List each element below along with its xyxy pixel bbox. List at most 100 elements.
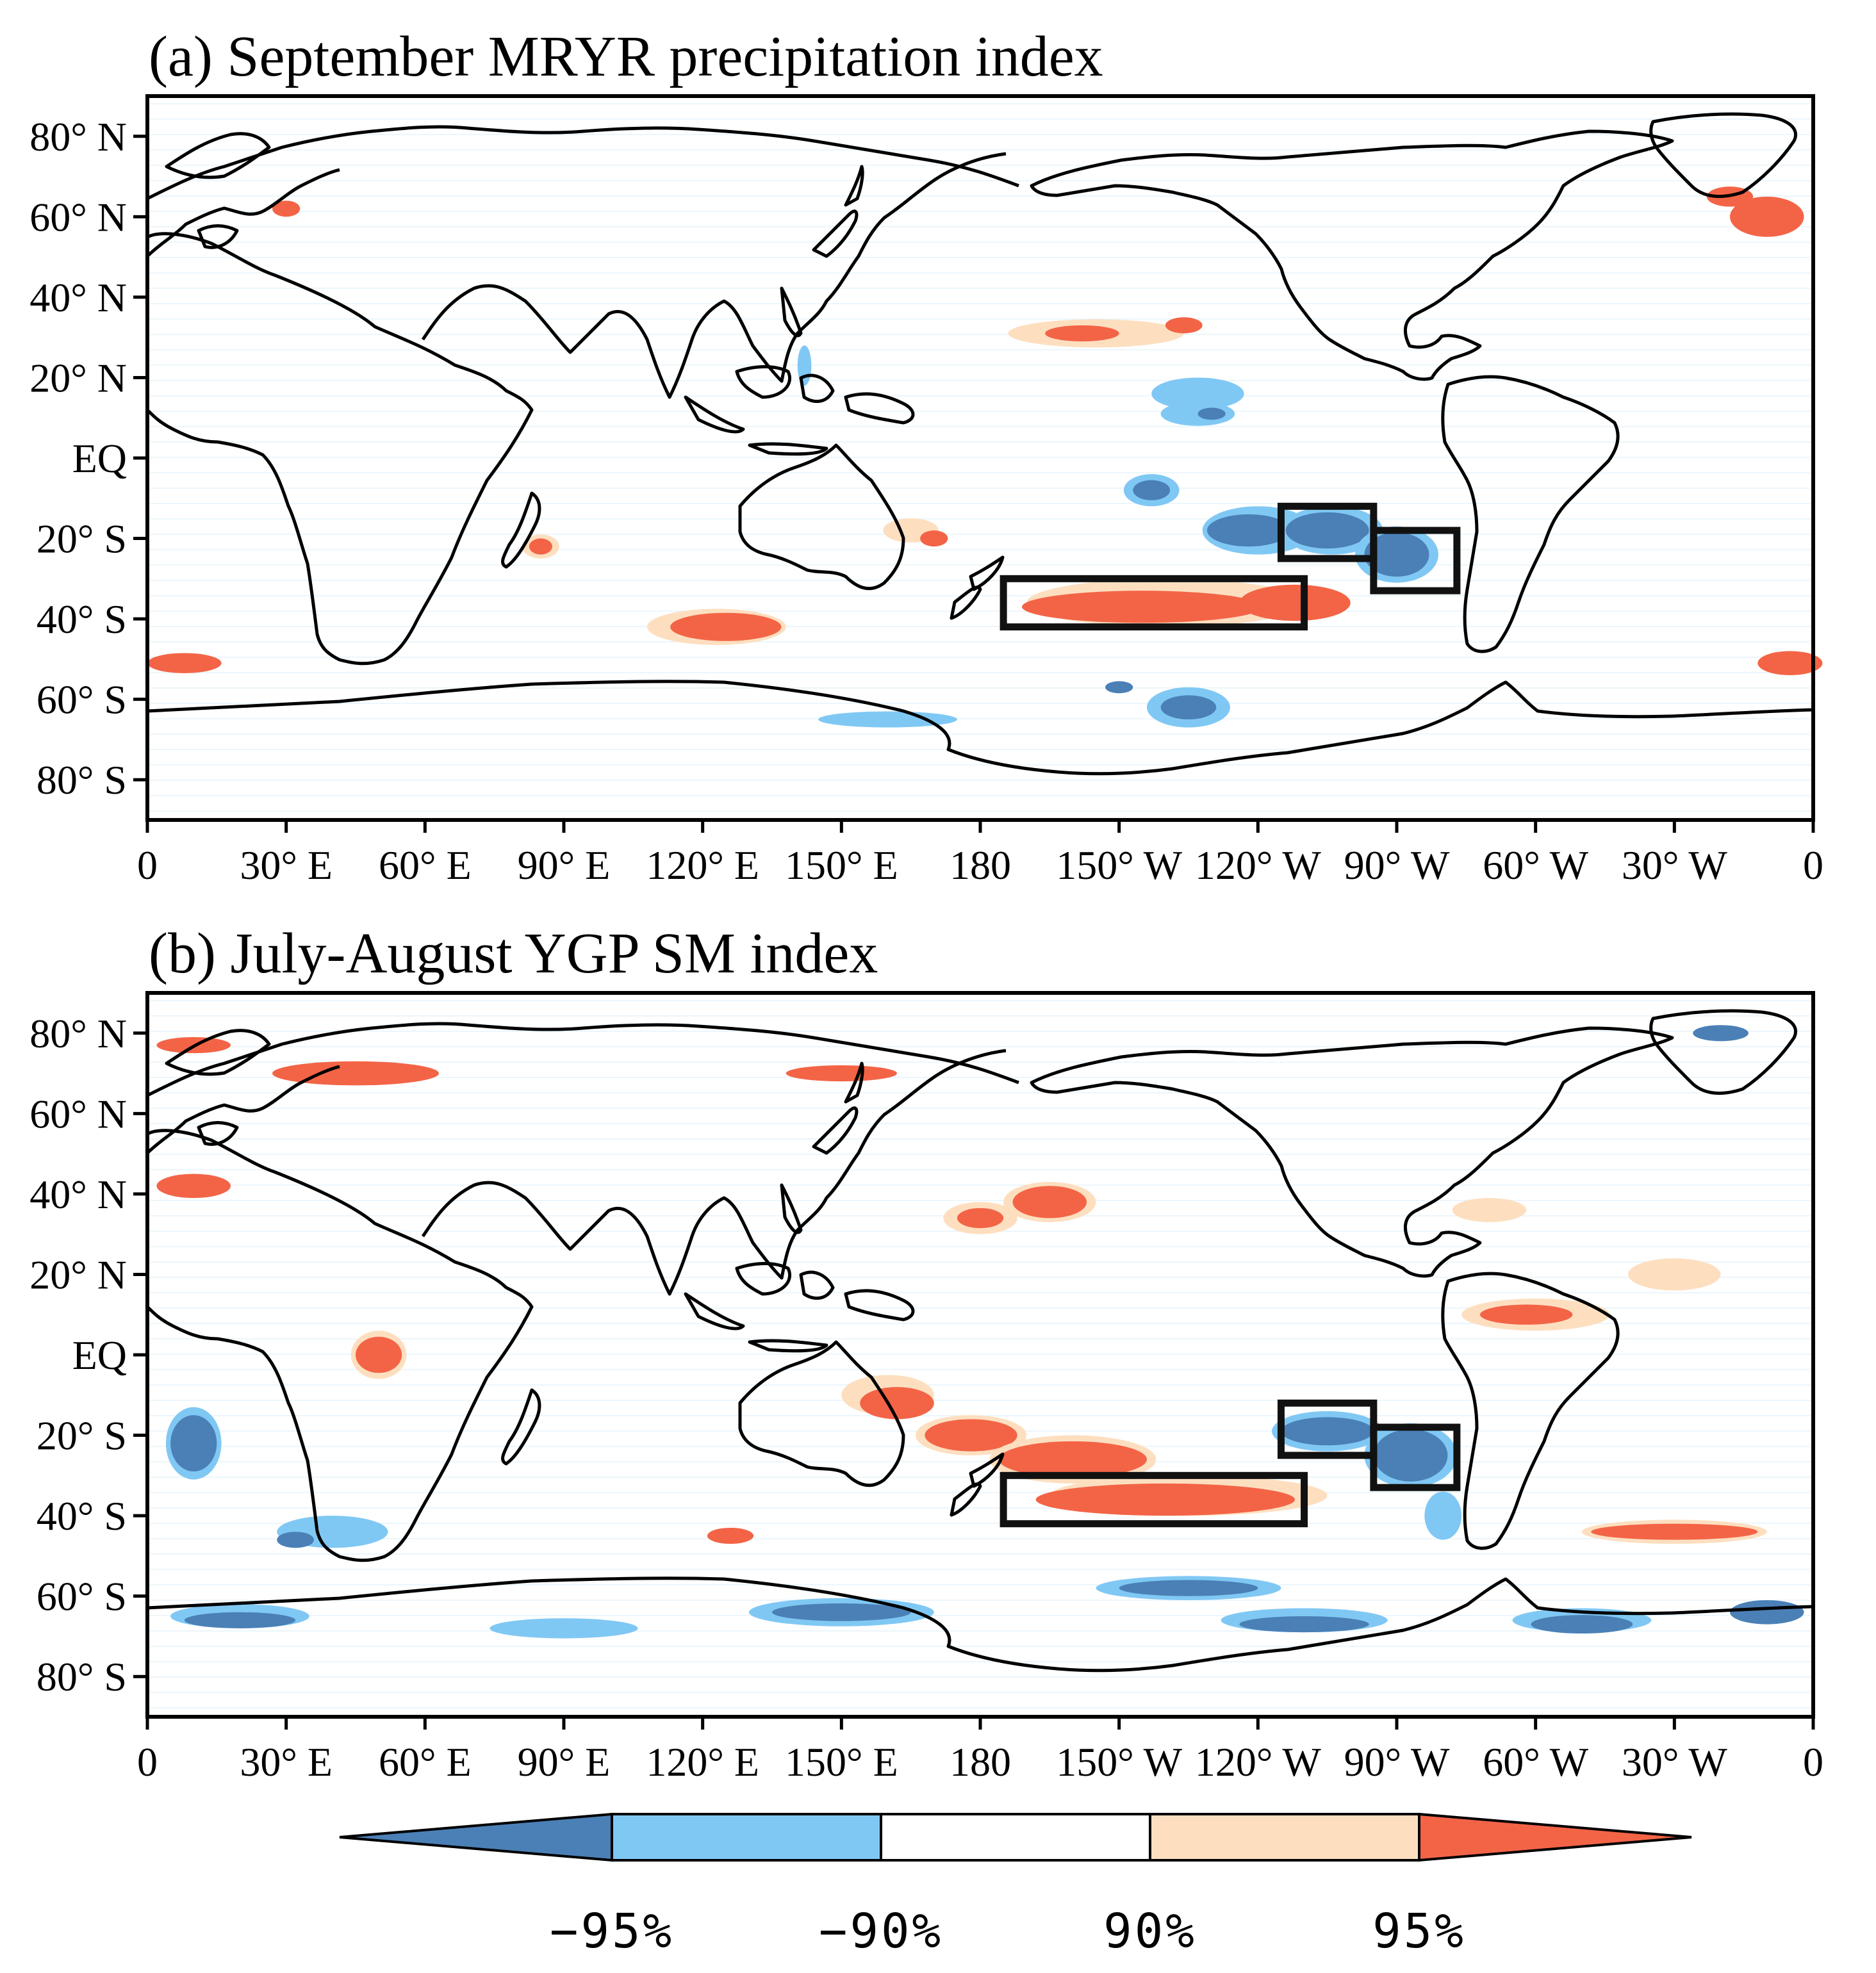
colorbar-segment-negative	[611, 1813, 882, 1862]
lat-tick-label: 60° N	[29, 1091, 127, 1136]
significance-patch-negative	[1730, 1600, 1804, 1625]
significance-patch-positive	[529, 538, 552, 555]
significance-patch-positive	[920, 530, 948, 547]
significance-patch-negative	[170, 1415, 217, 1472]
significance-patch-negative	[490, 1618, 638, 1639]
lon-tick-label: 30° E	[240, 1739, 333, 1785]
significance-patch-negative	[1160, 695, 1217, 720]
significance-patch-positive	[1035, 1483, 1296, 1516]
lon-tick-label: 60° W	[1483, 1739, 1588, 1785]
significance-patch-positive	[1045, 325, 1119, 341]
colorbar-label-neg95: −95%	[550, 1904, 674, 1959]
significance-patch-negative	[1197, 407, 1226, 420]
significance-patch-positive	[957, 1208, 1004, 1229]
lon-tick-label: 120° W	[1195, 1739, 1321, 1785]
lat-tick-label: 60° N	[29, 194, 127, 240]
significance-patch-negative	[1160, 402, 1235, 426]
colorbar-label-pos95: 95%	[1372, 1904, 1466, 1959]
significance-patch-positive	[1452, 1198, 1527, 1222]
lon-tick-label: 120° E	[646, 842, 759, 888]
significance-patch-negative	[1133, 480, 1171, 500]
significance-patch-positive	[860, 1387, 934, 1420]
lon-tick-label: 60° W	[1483, 842, 1588, 888]
index-region-box	[1370, 1423, 1461, 1491]
index-region-box	[1000, 575, 1308, 631]
lon-tick-label: 150° W	[1056, 842, 1182, 888]
colorbar-segment-positive	[1149, 1813, 1420, 1862]
significance-patch-negative	[1281, 1417, 1374, 1446]
panel-a-title: (a) September MRYR precipitation index	[149, 25, 1103, 88]
significance-patch-positive	[1022, 591, 1263, 623]
lon-tick-label: 150° W	[1056, 1739, 1182, 1785]
lon-tick-label: 90° W	[1344, 1739, 1450, 1785]
significance-patch-negative	[1119, 1580, 1258, 1596]
lon-tick-label: 90° E	[518, 1739, 611, 1785]
lon-tick-label: 30° W	[1622, 1739, 1727, 1785]
lat-tick-label: 20° N	[29, 355, 127, 400]
significance-patch-negative	[1373, 1429, 1448, 1482]
significance-patch-negative	[1424, 1491, 1462, 1540]
lon-tick-label: 90° E	[518, 842, 611, 888]
significance-patch-positive	[1239, 584, 1351, 621]
lat-tick-label: 20° S	[37, 1413, 127, 1459]
significance-patch-negative	[1531, 1615, 1633, 1634]
significance-patch-positive	[1628, 1258, 1721, 1291]
significance-patch-negative	[277, 1532, 314, 1548]
lat-tick-label: EQ	[72, 436, 127, 481]
significance-patch-positive	[356, 1336, 402, 1373]
significance-patch-negative	[184, 1612, 296, 1628]
significance-patch-positive	[1480, 1304, 1573, 1325]
colorbar-label-neg90: −90%	[819, 1904, 943, 1959]
lat-tick-label: 40° N	[29, 275, 127, 320]
significance-patch-negative	[1105, 681, 1133, 694]
significance-patch-negative	[1693, 1025, 1748, 1042]
lat-tick-label: 40° S	[37, 596, 127, 642]
significance-patch-negative	[818, 711, 957, 728]
lon-tick-label: 30° E	[240, 842, 333, 888]
lat-tick-label: 80° N	[29, 1011, 127, 1056]
lon-tick-label: 180	[950, 1739, 1011, 1785]
significance-patch-positive	[670, 612, 782, 641]
index-region-box	[1370, 527, 1461, 594]
significance-patch-positive	[147, 653, 222, 673]
lon-tick-label: 150° E	[785, 842, 898, 888]
lon-tick-label: 0	[137, 842, 158, 888]
significance-patch-positive	[707, 1527, 754, 1544]
panel-b-boxes	[1000, 1399, 1461, 1528]
panel-a-lon-ticks: 0 30° E 60° E 90° E 120° E 150° E 180 150° W 120…	[137, 820, 1823, 888]
lat-tick-label: 60° S	[37, 1574, 127, 1619]
significance-patch-negative	[1151, 377, 1244, 410]
panel-b-lat-ticks: 80° N 60° N 40° N 20° N EQ 20° S 40° S 60° S 80°…	[29, 1011, 147, 1699]
significance-patch-positive	[1165, 317, 1203, 334]
significance-patch-negative	[772, 1603, 911, 1621]
lat-tick-label: 20° S	[37, 516, 127, 562]
significance-patch-negative	[1206, 514, 1290, 547]
colorbar-label-pos90: 90%	[1103, 1904, 1197, 1959]
lat-tick-label: 60° S	[37, 677, 127, 723]
lon-tick-label: 180	[950, 842, 1011, 888]
lat-tick-label: 40° N	[29, 1172, 127, 1217]
lat-tick-label: 80° S	[37, 1654, 127, 1699]
lon-tick-label: 120° E	[646, 1739, 759, 1785]
panel-a-lat-ticks: 80° N 60° N 40° N 20° N EQ 20° S 40° S 60° S 80°…	[29, 114, 147, 803]
significance-patch-negative	[1239, 1616, 1369, 1633]
panel-a-graticule	[147, 103, 1813, 812]
colorbar-segment-strong-negative	[339, 1812, 613, 1862]
lon-tick-label: 0	[1803, 1739, 1823, 1785]
significance-patch-positive	[925, 1419, 1017, 1452]
panel-b-lon-ticks: 0 30° E 60° E 90° E 120° E 150° E 180 150° W 120…	[137, 1717, 1823, 1785]
significance-patch-positive	[156, 1174, 231, 1199]
lat-tick-label: 80° N	[29, 114, 127, 160]
lon-tick-label: 90° W	[1344, 842, 1450, 888]
colorbar-segment-neutral	[880, 1813, 1151, 1862]
lat-tick-label: EQ	[72, 1332, 127, 1378]
panel-a: (a) September MRYR precipitation index 8…	[29, 25, 1823, 888]
panel-b-title: (b) July-August YGP SM index	[149, 922, 878, 985]
significance-patch-positive	[272, 1061, 439, 1086]
significance-patch-positive	[998, 1441, 1147, 1478]
index-region-box	[1000, 1471, 1308, 1528]
panel-a-significance	[147, 186, 1823, 728]
panel-b-significance	[156, 1025, 1804, 1639]
lat-tick-label: 40° S	[37, 1493, 127, 1539]
